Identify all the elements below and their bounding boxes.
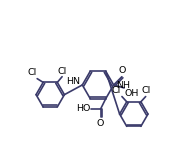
Text: Cl: Cl [112,86,121,95]
Text: Cl: Cl [141,86,150,95]
Text: OH: OH [125,89,139,98]
Text: Cl: Cl [27,68,36,78]
Text: O: O [119,66,126,75]
Text: NH: NH [116,81,130,90]
Text: Cl: Cl [57,67,67,76]
Text: O: O [97,119,104,128]
Text: HN: HN [66,77,80,86]
Text: HO: HO [76,104,90,114]
